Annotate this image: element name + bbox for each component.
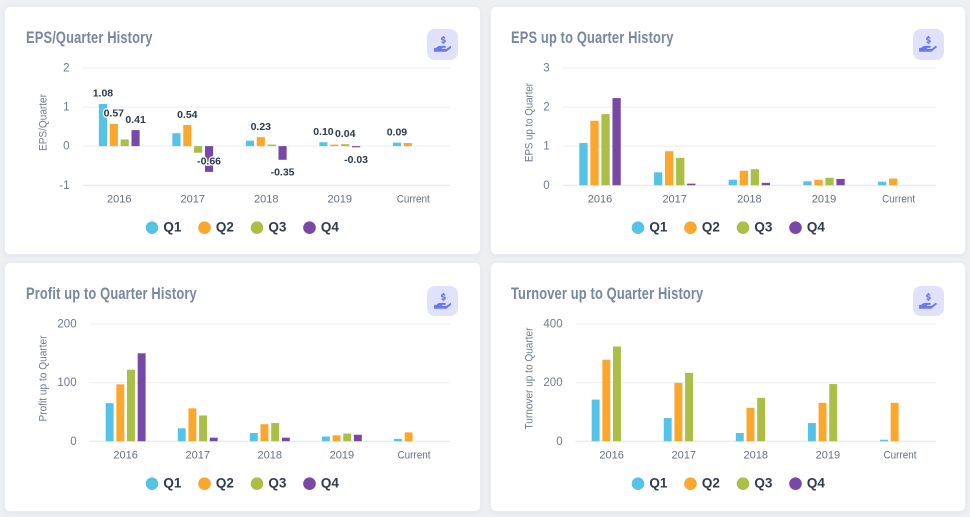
svg-text:200: 200 bbox=[57, 319, 76, 331]
svg-text:2019: 2019 bbox=[328, 193, 353, 205]
svg-text:Q3: Q3 bbox=[754, 219, 773, 234]
svg-text:400: 400 bbox=[543, 319, 562, 331]
svg-text:2018: 2018 bbox=[743, 449, 768, 461]
svg-text:-0.66: -0.66 bbox=[197, 155, 221, 167]
svg-text:0.23: 0.23 bbox=[251, 120, 272, 132]
svg-text:2018: 2018 bbox=[258, 449, 283, 461]
svg-text:Current: Current bbox=[883, 449, 916, 461]
svg-text:2016: 2016 bbox=[587, 193, 612, 205]
svg-text:Profit up to Quarter: Profit up to Quarter bbox=[38, 335, 50, 421]
svg-text:1: 1 bbox=[63, 101, 69, 113]
svg-text:Q2: Q2 bbox=[216, 219, 234, 234]
svg-text:Q2: Q2 bbox=[701, 219, 719, 234]
svg-text:2017: 2017 bbox=[662, 193, 687, 205]
svg-text:2019: 2019 bbox=[330, 449, 355, 461]
svg-text:3: 3 bbox=[543, 62, 549, 74]
svg-text:0.54: 0.54 bbox=[177, 108, 198, 120]
svg-text:0: 0 bbox=[556, 436, 562, 448]
svg-text:Q3: Q3 bbox=[268, 476, 287, 491]
svg-text:0: 0 bbox=[63, 140, 69, 152]
svg-text:2019: 2019 bbox=[811, 193, 836, 205]
svg-text:Q3: Q3 bbox=[268, 219, 287, 234]
svg-text:2016: 2016 bbox=[599, 449, 624, 461]
svg-text:Current: Current bbox=[397, 193, 430, 205]
svg-text:Q4: Q4 bbox=[321, 476, 340, 491]
svg-text:2018: 2018 bbox=[737, 193, 762, 205]
svg-text:Q1: Q1 bbox=[163, 219, 182, 234]
svg-text:2016: 2016 bbox=[107, 193, 132, 205]
svg-text:Turnover up to Quarter: Turnover up to Quarter bbox=[523, 327, 535, 429]
svg-text:0.57: 0.57 bbox=[104, 107, 125, 119]
svg-text:0.04: 0.04 bbox=[335, 127, 356, 139]
svg-text:Q1: Q1 bbox=[163, 476, 182, 491]
svg-text:Q3: Q3 bbox=[754, 476, 773, 491]
svg-text:2019: 2019 bbox=[815, 449, 840, 461]
svg-text:1.08: 1.08 bbox=[93, 87, 114, 99]
svg-text:2: 2 bbox=[63, 62, 69, 74]
svg-text:2017: 2017 bbox=[181, 193, 206, 205]
svg-text:Q2: Q2 bbox=[216, 476, 234, 491]
svg-text:2017: 2017 bbox=[671, 449, 696, 461]
svg-text:200: 200 bbox=[543, 377, 562, 389]
svg-text:Current: Current bbox=[882, 193, 915, 205]
svg-text:2: 2 bbox=[543, 101, 549, 113]
svg-text:Q1: Q1 bbox=[649, 476, 668, 491]
svg-text:0.09: 0.09 bbox=[387, 126, 408, 138]
svg-text:Current: Current bbox=[397, 449, 430, 461]
svg-text:Q4: Q4 bbox=[321, 219, 340, 234]
svg-text:Q1: Q1 bbox=[649, 219, 668, 234]
svg-text:0.41: 0.41 bbox=[125, 113, 146, 125]
svg-text:EPS/Quarter: EPS/Quarter bbox=[38, 93, 50, 150]
svg-text:1: 1 bbox=[543, 140, 549, 152]
svg-text:-0.03: -0.03 bbox=[344, 153, 368, 165]
svg-text:2016: 2016 bbox=[113, 449, 138, 461]
svg-text:Q4: Q4 bbox=[806, 219, 825, 234]
svg-text:Q2: Q2 bbox=[701, 476, 719, 491]
svg-text:100: 100 bbox=[57, 377, 76, 389]
svg-text:2017: 2017 bbox=[185, 449, 210, 461]
svg-text:Q4: Q4 bbox=[806, 476, 825, 491]
svg-text:EPS up to Quarter: EPS up to Quarter bbox=[523, 82, 535, 161]
svg-text:0: 0 bbox=[543, 179, 549, 191]
svg-text:2018: 2018 bbox=[254, 193, 279, 205]
svg-text:0: 0 bbox=[70, 436, 76, 448]
svg-text:-1: -1 bbox=[59, 179, 69, 191]
svg-text:-0.35: -0.35 bbox=[271, 166, 295, 178]
svg-text:0.10: 0.10 bbox=[313, 126, 334, 138]
